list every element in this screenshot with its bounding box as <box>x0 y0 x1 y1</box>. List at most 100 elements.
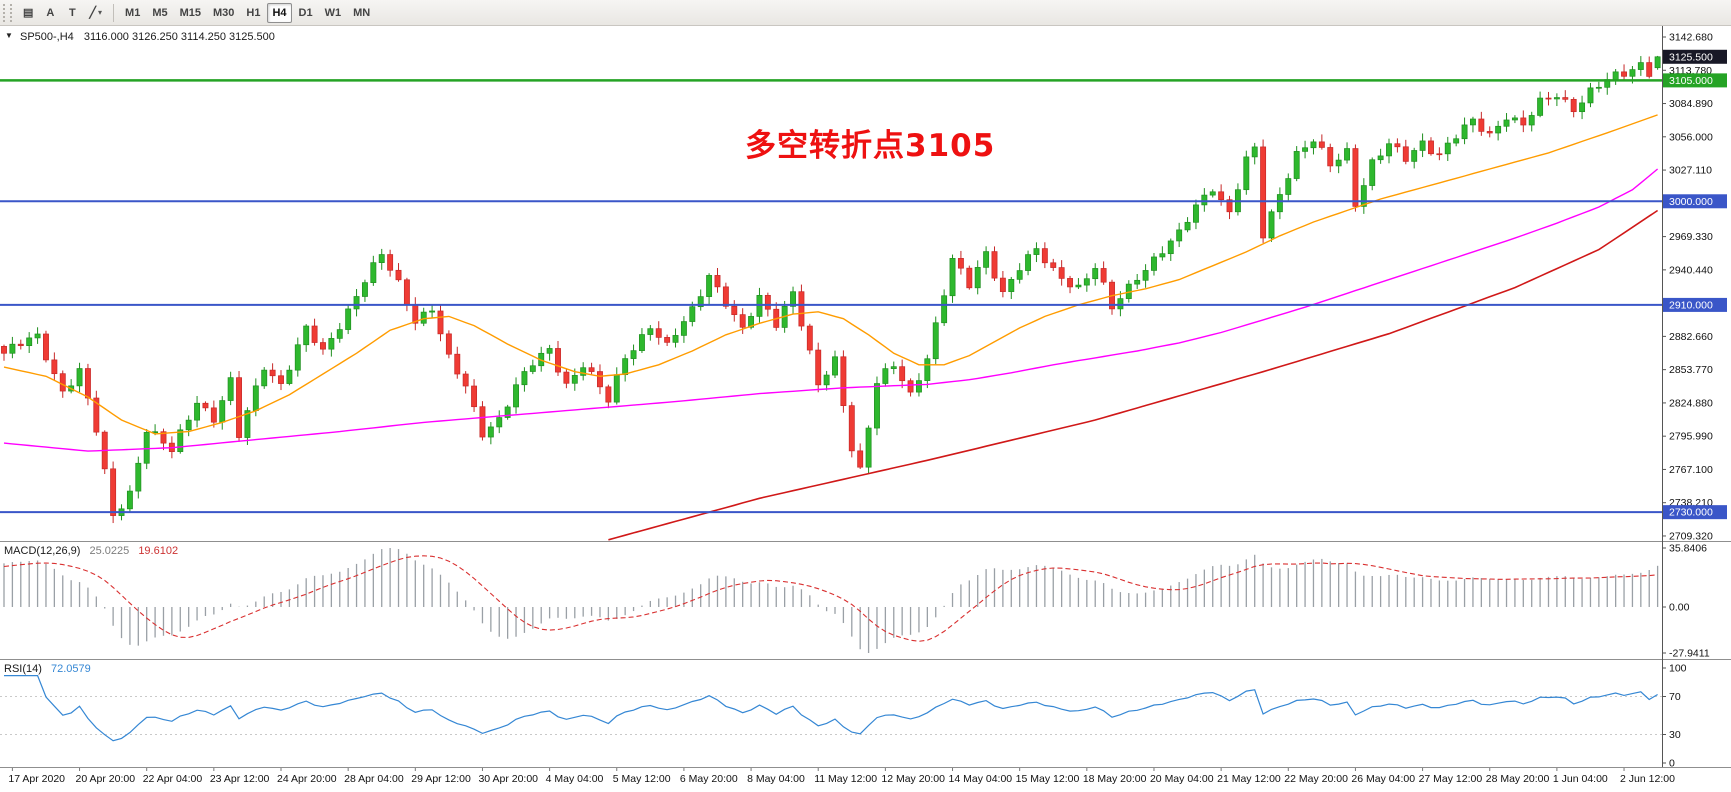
one-click-trading-arrow[interactable]: ▼ <box>5 31 13 40</box>
svg-text:21 May 12:00: 21 May 12:00 <box>1217 773 1281 785</box>
tool-chart-objects[interactable]: ▤ <box>23 7 34 19</box>
macd-signal-line <box>3 555 1658 642</box>
svg-text:2767.100: 2767.100 <box>1669 464 1713 476</box>
rsi-value: 72.0579 <box>50 663 91 675</box>
dropdown-caret-icon: ▾ <box>98 8 103 17</box>
svg-text:35.8406: 35.8406 <box>1669 543 1707 555</box>
chart-annotation[interactable]: 多空转折点3105 <box>745 128 996 164</box>
toolbar: ▤ A T ╱ ▾ M1 M5 M15 M30 H1 H4 D1 W1 MN <box>0 0 1731 26</box>
svg-text:28 May 20:00: 28 May 20:00 <box>1486 773 1550 785</box>
svg-text:3142.680: 3142.680 <box>1669 32 1713 44</box>
svg-text:20 Apr 20:00: 20 Apr 20:00 <box>76 773 136 785</box>
tool-text-label[interactable]: T <box>69 6 76 19</box>
svg-text:1 Jun 04:00: 1 Jun 04:00 <box>1553 773 1608 785</box>
svg-text:18 May 20:00: 18 May 20:00 <box>1083 773 1147 785</box>
svg-text:2 Jun 12:00: 2 Jun 12:00 <box>1620 773 1675 785</box>
rsi-label: RSI(14) 72.0579 <box>4 663 91 675</box>
toolbar-drag-handle[interactable] <box>3 3 12 22</box>
price-badge-3000.000 <box>1663 194 1727 209</box>
svg-text:2940.440: 2940.440 <box>1669 264 1713 276</box>
svg-text:30: 30 <box>1669 729 1681 741</box>
svg-text:2824.880: 2824.880 <box>1669 397 1713 409</box>
price-axis-badges: 3125.500 3105.000 3000.000 2910.000 2730.000 <box>1663 49 1727 520</box>
svg-text:2795.990: 2795.990 <box>1669 431 1713 443</box>
svg-text:23 Apr 12:00: 23 Apr 12:00 <box>210 773 270 785</box>
price-badge-3125.500 <box>1663 49 1727 64</box>
timeframe-D1[interactable]: D1 <box>298 6 313 19</box>
svg-text:6 May 20:00: 6 May 20:00 <box>680 773 738 785</box>
svg-text:22 Apr 04:00: 22 Apr 04:00 <box>143 773 203 785</box>
moving-averages <box>3 114 1659 541</box>
svg-text:8 May 04:00: 8 May 04:00 <box>747 773 805 785</box>
svg-text:11 May 12:00: 11 May 12:00 <box>814 773 877 785</box>
svg-text:2853.770: 2853.770 <box>1669 364 1713 376</box>
svg-text:3105.000: 3105.000 <box>1669 75 1713 87</box>
svg-text:4 May 04:00: 4 May 04:00 <box>546 773 604 785</box>
timeframe-M5[interactable]: M5 <box>152 6 168 19</box>
svg-text:30 Apr 20:00: 30 Apr 20:00 <box>478 773 538 785</box>
ohlc-values: 3116.000 3126.250 3114.250 3125.500 <box>83 31 275 43</box>
svg-text:3056.000: 3056.000 <box>1669 131 1713 143</box>
rsi-line <box>4 674 1658 742</box>
svg-text:3125.500: 3125.500 <box>1669 51 1713 63</box>
macd-signal-value: 19.6102 <box>138 545 179 557</box>
timeframe-H4[interactable]: H4 <box>267 2 292 23</box>
timeframes-group: M1 M5 M15 M30 H1 H4 D1 W1 MN <box>119 2 376 23</box>
svg-text:22 May 20:00: 22 May 20:00 <box>1284 773 1348 785</box>
time-axis[interactable]: 17 Apr 2020 20 Apr 20:00 22 Apr 04:00 23 Ap… <box>8 768 1675 785</box>
macd-axis: 35.8406 0.00 -27.9411 <box>1662 543 1710 659</box>
rsi-levels <box>0 696 1662 735</box>
horizontal-level-lines[interactable] <box>0 79 1662 514</box>
price-axis[interactable]: 3142.6803113.7803084.8903056.0003027.110… <box>1662 32 1713 543</box>
svg-text:26 May 04:00: 26 May 04:00 <box>1351 773 1415 785</box>
pane-separators[interactable] <box>0 26 1731 768</box>
svg-text:12 May 20:00: 12 May 20:00 <box>881 773 945 785</box>
macd-name: MACD(12,26,9) <box>4 545 81 557</box>
tool-shapes-dropdown[interactable]: ╱ ▾ <box>89 7 103 19</box>
svg-text:28 Apr 04:00: 28 Apr 04:00 <box>344 773 404 785</box>
rsi-axis: 100 70 30 0 <box>1662 663 1687 770</box>
symbol-info-bar: ▼ SP500-,H4 3116.000 3126.250 3114.250 3… <box>5 31 275 43</box>
toolbar-separator <box>113 3 115 22</box>
timeframe-H1[interactable]: H1 <box>246 6 261 19</box>
ma-slow <box>608 209 1659 541</box>
svg-text:15 May 12:00: 15 May 12:00 <box>1016 773 1080 785</box>
svg-text:0.00: 0.00 <box>1669 602 1690 614</box>
candlestick-series <box>1 55 1661 524</box>
tool-text-annotation[interactable]: A <box>46 6 55 19</box>
svg-text:29 Apr 12:00: 29 Apr 12:00 <box>411 773 471 785</box>
svg-text:2882.660: 2882.660 <box>1669 331 1713 343</box>
svg-text:17 Apr 2020: 17 Apr 2020 <box>8 773 65 785</box>
svg-text:3027.110: 3027.110 <box>1669 165 1712 177</box>
svg-text:-27.9411: -27.9411 <box>1669 647 1710 659</box>
svg-text:24 Apr 20:00: 24 Apr 20:00 <box>277 773 337 785</box>
svg-text:27 May 12:00: 27 May 12:00 <box>1419 773 1483 785</box>
price-badge-2910.000 <box>1663 297 1727 312</box>
svg-text:100: 100 <box>1669 663 1687 675</box>
timeframe-MN[interactable]: MN <box>353 6 371 19</box>
svg-text:2709.320: 2709.320 <box>1669 530 1713 542</box>
svg-text:70: 70 <box>1669 691 1681 703</box>
svg-text:2969.330: 2969.330 <box>1669 231 1713 243</box>
rsi-name: RSI(14) <box>4 663 42 675</box>
timeframe-W1[interactable]: W1 <box>324 6 342 19</box>
macd-main-value: 25.0225 <box>89 545 130 557</box>
svg-text:14 May 04:00: 14 May 04:00 <box>949 773 1013 785</box>
timeframe-M30[interactable]: M30 <box>213 6 235 19</box>
ma-medium <box>3 168 1659 452</box>
svg-text:0: 0 <box>1669 758 1675 770</box>
svg-text:3084.890: 3084.890 <box>1669 98 1713 110</box>
svg-text:2910.000: 2910.000 <box>1669 299 1713 311</box>
drawing-tools-group: ▤ A T ╱ ▾ <box>17 3 108 23</box>
timeframe-M1[interactable]: M1 <box>125 6 141 19</box>
macd-label: MACD(12,26,9) 25.0225 19.6102 <box>4 545 178 557</box>
svg-text:5 May 12:00: 5 May 12:00 <box>613 773 671 785</box>
price-badge-3105.000 <box>1663 73 1727 88</box>
price-badge-2730.000 <box>1663 505 1727 520</box>
svg-text:3000.000: 3000.000 <box>1669 196 1713 208</box>
macd-histogram <box>3 548 1659 653</box>
timeframe-M15[interactable]: M15 <box>179 6 202 19</box>
svg-text:20 May 04:00: 20 May 04:00 <box>1150 773 1214 785</box>
